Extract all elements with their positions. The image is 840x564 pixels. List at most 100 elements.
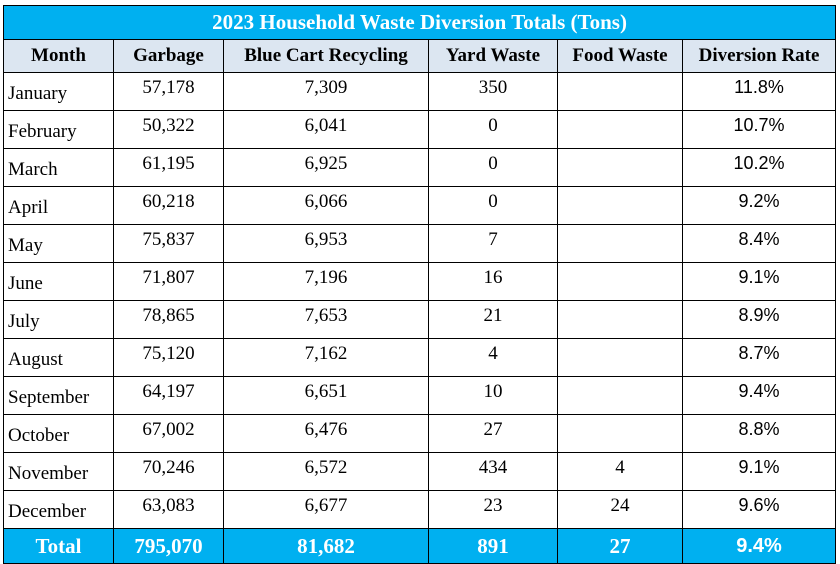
cell-garbage: 61,195 [113, 148, 224, 187]
waste-table-container: 2023 Household Waste Diversion Totals (T… [2, 5, 837, 564]
cell-diversion-rate: 10.2% [681, 148, 837, 187]
table-row: June 71,807 7,196 16 9.1% [3, 262, 837, 301]
cell-month: December [3, 490, 114, 529]
table-title-row: 2023 Household Waste Diversion Totals (T… [2, 5, 837, 40]
header-row: Month Garbage Blue Cart Recycling Yard W… [3, 39, 837, 73]
cell-recycling: 6,041 [223, 110, 429, 149]
cell-diversion-rate: 8.4% [681, 224, 837, 263]
cell-garbage: 70,246 [113, 452, 224, 491]
cell-recycling: 6,677 [223, 490, 429, 529]
cell-yard-waste: 23 [428, 490, 558, 529]
cell-month: April [3, 186, 114, 225]
table-row: January 57,178 7,309 350 11.8% [3, 72, 837, 111]
cell-diversion-rate: 9.1% [681, 262, 837, 301]
cell-diversion-rate: 8.8% [681, 414, 837, 453]
cell-garbage: 57,178 [113, 72, 224, 111]
total-diversion-rate: 9.4% [681, 528, 837, 564]
table-row: December 63,083 6,677 23 24 9.6% [3, 490, 837, 529]
cell-food-waste [557, 224, 683, 263]
cell-food-waste [557, 186, 683, 225]
cell-garbage: 64,197 [113, 376, 224, 415]
total-yard-waste: 891 [428, 528, 558, 564]
cell-garbage: 78,865 [113, 300, 224, 339]
cell-diversion-rate: 11.8% [681, 72, 837, 111]
cell-diversion-rate: 9.4% [681, 376, 837, 415]
cell-recycling: 6,953 [223, 224, 429, 263]
cell-diversion-rate: 9.6% [681, 490, 837, 529]
cell-month: March [3, 148, 114, 187]
cell-food-waste [557, 338, 683, 377]
table-row: October 67,002 6,476 27 8.8% [3, 414, 837, 453]
table-row: May 75,837 6,953 7 8.4% [3, 224, 837, 263]
cell-food-waste [557, 300, 683, 339]
cell-garbage: 75,120 [113, 338, 224, 377]
cell-diversion-rate: 9.2% [681, 186, 837, 225]
cell-recycling: 6,651 [223, 376, 429, 415]
cell-garbage: 60,218 [113, 186, 224, 225]
table-row: November 70,246 6,572 434 4 9.1% [3, 452, 837, 491]
table-row: August 75,120 7,162 4 8.7% [3, 338, 837, 377]
cell-yard-waste: 16 [428, 262, 558, 301]
cell-recycling: 6,925 [223, 148, 429, 187]
cell-recycling: 6,066 [223, 186, 429, 225]
cell-food-waste [557, 110, 683, 149]
cell-month: July [3, 300, 114, 339]
cell-diversion-rate: 8.7% [681, 338, 837, 377]
table-row: February 50,322 6,041 0 10.7% [3, 110, 837, 149]
cell-food-waste [557, 414, 683, 453]
cell-recycling: 7,653 [223, 300, 429, 339]
cell-yard-waste: 7 [428, 224, 558, 263]
cell-diversion-rate: 8.9% [681, 300, 837, 339]
cell-food-waste [557, 148, 683, 187]
cell-month: October [3, 414, 114, 453]
total-recycling: 81,682 [223, 528, 429, 564]
total-label: Total [3, 528, 114, 564]
cell-month: May [3, 224, 114, 263]
cell-food-waste [557, 376, 683, 415]
cell-garbage: 75,837 [113, 224, 224, 263]
table-row: March 61,195 6,925 0 10.2% [3, 148, 837, 187]
cell-diversion-rate: 9.1% [681, 452, 837, 491]
cell-yard-waste: 0 [428, 186, 558, 225]
cell-garbage: 67,002 [113, 414, 224, 453]
cell-month: February [3, 110, 114, 149]
cell-food-waste [557, 72, 683, 111]
cell-recycling: 6,476 [223, 414, 429, 453]
cell-recycling: 7,162 [223, 338, 429, 377]
header-yard-waste: Yard Waste [428, 39, 558, 73]
cell-yard-waste: 21 [428, 300, 558, 339]
cell-garbage: 50,322 [113, 110, 224, 149]
table-row: July 78,865 7,653 21 8.9% [3, 300, 837, 339]
header-blue-cart-recycling: Blue Cart Recycling [223, 39, 429, 73]
header-month: Month [3, 39, 114, 73]
header-garbage: Garbage [113, 39, 224, 73]
table-title: 2023 Household Waste Diversion Totals (T… [2, 5, 837, 40]
cell-food-waste: 4 [557, 452, 683, 491]
cell-month: September [3, 376, 114, 415]
cell-yard-waste: 27 [428, 414, 558, 453]
total-row: Total 795,070 81,682 891 27 9.4% [3, 528, 837, 564]
cell-yard-waste: 0 [428, 148, 558, 187]
total-food-waste: 27 [557, 528, 683, 564]
cell-month: November [3, 452, 114, 491]
cell-month: June [3, 262, 114, 301]
cell-recycling: 7,196 [223, 262, 429, 301]
total-garbage: 795,070 [113, 528, 224, 564]
cell-recycling: 6,572 [223, 452, 429, 491]
cell-garbage: 71,807 [113, 262, 224, 301]
header-food-waste: Food Waste [557, 39, 683, 73]
cell-food-waste: 24 [557, 490, 683, 529]
cell-month: January [3, 72, 114, 111]
cell-yard-waste: 10 [428, 376, 558, 415]
cell-yard-waste: 350 [428, 72, 558, 111]
header-diversion-rate: Diversion Rate [681, 39, 837, 73]
cell-recycling: 7,309 [223, 72, 429, 111]
cell-yard-waste: 0 [428, 110, 558, 149]
cell-food-waste [557, 262, 683, 301]
cell-yard-waste: 434 [428, 452, 558, 491]
cell-garbage: 63,083 [113, 490, 224, 529]
waste-diversion-table: 2023 Household Waste Diversion Totals (T… [2, 5, 837, 564]
cell-yard-waste: 4 [428, 338, 558, 377]
table-row: September 64,197 6,651 10 9.4% [3, 376, 837, 415]
cell-diversion-rate: 10.7% [681, 110, 837, 149]
